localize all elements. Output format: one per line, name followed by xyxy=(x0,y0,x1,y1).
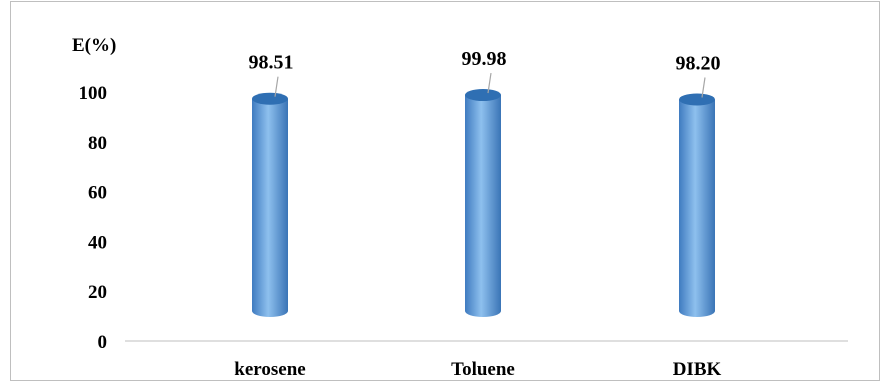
y-tick-label: 100 xyxy=(79,83,108,104)
chart-frame xyxy=(10,1,880,381)
bar-kerosene: 98.51 xyxy=(249,52,294,317)
x-axis-categories: kerosene Toluene DIBK xyxy=(234,359,721,378)
y-tick-label: 0 xyxy=(98,332,108,353)
y-tick-label: 60 xyxy=(88,183,107,204)
data-label-leader xyxy=(487,72,492,94)
bar-top xyxy=(465,89,501,102)
bar-toluene: 99.98 xyxy=(462,48,507,317)
bar-top xyxy=(252,92,288,105)
bar-series: 98.51 99.98 98.20 xyxy=(249,48,721,318)
y-tick-label: 80 xyxy=(88,133,107,154)
data-label-leader xyxy=(274,76,279,97)
y-axis-ticks: 0 20 40 60 80 100 xyxy=(79,83,108,353)
bar-body xyxy=(465,95,501,317)
x-category-label: Toluene xyxy=(451,359,515,378)
bar-top xyxy=(679,93,715,106)
data-label: 98.20 xyxy=(676,52,721,74)
data-label: 98.51 xyxy=(249,52,294,74)
bar-body xyxy=(252,98,288,317)
x-category-label: DIBK xyxy=(673,359,722,378)
data-label: 99.98 xyxy=(462,48,507,70)
bar-dibk: 98.20 xyxy=(676,52,721,318)
x-category-label: kerosene xyxy=(234,359,305,378)
y-tick-label: 20 xyxy=(88,282,107,303)
y-axis-title: E(%) xyxy=(72,35,116,56)
y-tick-label: 40 xyxy=(88,232,107,253)
data-label-leader xyxy=(701,77,706,98)
bar-body xyxy=(679,99,715,318)
